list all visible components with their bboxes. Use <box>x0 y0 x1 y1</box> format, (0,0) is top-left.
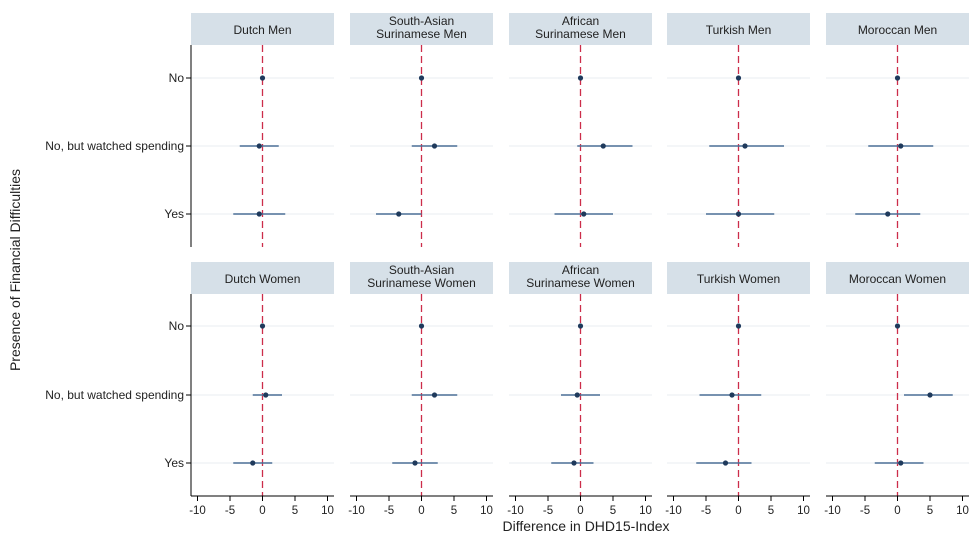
panel-strip <box>350 262 493 294</box>
point-estimate <box>263 392 269 398</box>
x-tick-label: 0 <box>577 505 583 517</box>
panel-strip <box>826 13 969 45</box>
panel: Turkish Men <box>667 13 810 247</box>
point-estimate <box>885 211 891 217</box>
point-estimate <box>894 323 901 329</box>
x-tick-label: 5 <box>292 505 298 517</box>
point-estimate <box>431 143 438 149</box>
panel-strip <box>191 262 334 294</box>
x-tick-label: 10 <box>797 505 810 517</box>
panel-title-line: African <box>562 14 599 28</box>
panel-strip <box>509 262 652 294</box>
point-estimate <box>894 75 901 81</box>
point-estimate <box>418 75 425 81</box>
panel-strip <box>191 13 334 45</box>
panel-title-line: Surinamese Women <box>367 276 476 290</box>
point-estimate <box>412 460 418 466</box>
panel-title: Dutch Men <box>233 23 291 37</box>
point-estimate <box>735 211 742 217</box>
panel-title-line: South-Asian <box>389 14 454 28</box>
panel-title: Turkish Women <box>697 272 780 286</box>
y-tick-label: No, but watched spending <box>45 388 184 402</box>
panel: Moroccan Men <box>826 13 969 247</box>
x-tick-label: 5 <box>610 505 616 517</box>
point-estimate <box>577 323 584 329</box>
x-tick-label: -5 <box>701 505 711 517</box>
panel-strip <box>350 13 493 45</box>
x-tick-label: -10 <box>665 505 682 517</box>
point-estimate <box>600 143 606 149</box>
y-tick-label: No <box>169 319 185 333</box>
point-estimate <box>256 211 262 217</box>
point-estimate <box>742 143 748 149</box>
point-estimate <box>574 392 580 398</box>
point-estimate <box>898 143 904 149</box>
panel-grid: Dutch Men No No, but watched spending Yes So… <box>45 13 969 517</box>
x-tick-label: 0 <box>735 505 741 517</box>
x-tick-label: 0 <box>894 505 900 517</box>
x-tick-label: -10 <box>824 505 841 517</box>
panel: Dutch Men No No, but watched spending Yes <box>45 13 334 247</box>
x-tick-label: -5 <box>225 505 235 517</box>
x-axis-title: Difference in DHD15-Index <box>502 518 669 534</box>
x-tick-label: 10 <box>321 505 334 517</box>
y-tick-label: No, but watched spending <box>45 139 184 153</box>
panel: Dutch Women No No, but watched spending Yes… <box>45 262 334 517</box>
panel-strip <box>509 13 652 45</box>
point-estimate <box>571 460 577 466</box>
x-tick-label: -5 <box>860 505 870 517</box>
point-estimate <box>396 211 402 217</box>
x-tick-label: -10 <box>507 505 524 517</box>
point-estimate <box>729 392 735 398</box>
x-tick-label: 5 <box>768 505 774 517</box>
point-estimate <box>418 323 425 329</box>
panel: Moroccan Women -10 -5 0 5 10 <box>824 262 969 517</box>
x-tick-label: -5 <box>384 505 394 517</box>
x-tick-label: 10 <box>480 505 493 517</box>
panel-title: Dutch Women <box>225 272 301 286</box>
x-tick-label: 10 <box>956 505 969 517</box>
panel-title: Moroccan Men <box>858 23 937 37</box>
point-estimate <box>735 323 742 329</box>
x-tick-label: -5 <box>543 505 553 517</box>
panel-title-line: Surinamese Men <box>535 27 626 41</box>
y-tick-label: No <box>169 71 185 85</box>
point-estimate <box>898 460 904 466</box>
panel-title-line: African <box>562 263 599 277</box>
x-tick-label: 0 <box>259 505 265 517</box>
panel: Turkish Women -10 -5 0 5 10 <box>665 262 810 517</box>
point-estimate <box>927 392 933 398</box>
y-tick-label: Yes <box>164 456 184 470</box>
panel-strip <box>667 262 810 294</box>
panel-title: Turkish Men <box>706 23 772 37</box>
point-estimate <box>581 211 587 217</box>
point-estimate <box>250 460 256 466</box>
y-tick-label: Yes <box>164 207 184 221</box>
x-tick-label: 10 <box>639 505 652 517</box>
panel-title-line: Surinamese Men <box>376 27 467 41</box>
point-estimate <box>431 392 438 398</box>
x-tick-label: -10 <box>189 505 206 517</box>
panel-title-line: Surinamese Women <box>526 276 635 290</box>
y-axis-title: Presence of Financial Difficulties <box>7 169 23 371</box>
panel-strip <box>667 13 810 45</box>
x-tick-label: 5 <box>927 505 933 517</box>
panel-title-line: South-Asian <box>389 263 454 277</box>
point-estimate <box>259 323 266 329</box>
point-estimate <box>722 460 729 466</box>
x-tick-label: -10 <box>348 505 365 517</box>
x-tick-label: 0 <box>418 505 424 517</box>
panel-title: Moroccan Women <box>849 272 946 286</box>
point-estimate <box>577 75 584 81</box>
point-estimate <box>259 75 266 81</box>
point-estimate <box>256 143 262 149</box>
point-estimate <box>735 75 742 81</box>
panel-strip <box>826 262 969 294</box>
x-tick-label: 5 <box>451 505 457 517</box>
